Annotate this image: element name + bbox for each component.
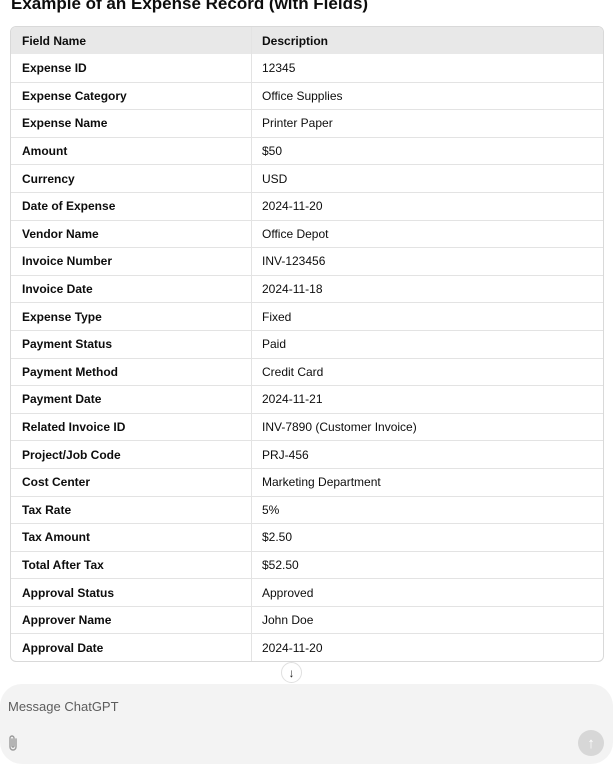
- scroll-to-bottom-button[interactable]: ↓: [281, 662, 302, 683]
- field-name-cell: Tax Amount: [11, 524, 252, 551]
- field-name-cell: Tax Rate: [11, 496, 252, 524]
- field-name-cell: Currency: [11, 165, 252, 192]
- field-name-cell: Amount: [11, 137, 252, 165]
- message-input[interactable]: Message ChatGPT: [8, 699, 119, 714]
- table-row: Payment Status Paid: [11, 329, 603, 358]
- table-row: Approval Date 2024-11-20: [11, 633, 603, 662]
- field-name-cell: Expense Type: [11, 303, 252, 330]
- table-row: Date of Expense 2024-11-20: [11, 191, 603, 220]
- header-field-name: Field Name: [11, 27, 252, 54]
- field-name-cell: Approval Status: [11, 579, 252, 606]
- table-row: Expense ID 12345: [11, 54, 603, 82]
- field-name-cell: Total After Tax: [11, 551, 252, 579]
- table-row: Total After Tax $52.50: [11, 550, 603, 579]
- description-cell: INV-123456: [262, 254, 326, 269]
- description-cell: Credit Card: [262, 364, 324, 379]
- description-cell: 2024-11-20: [262, 199, 323, 214]
- send-button[interactable]: ↑: [578, 730, 604, 756]
- field-name-cell: Expense Category: [11, 82, 252, 110]
- table-row: Payment Date 2024-11-21: [11, 385, 603, 413]
- table-row: Cost Center Marketing Department: [11, 467, 603, 496]
- description-cell: 12345: [262, 60, 296, 75]
- description-cell: Paid: [262, 337, 287, 352]
- description-cell: $52.50: [262, 557, 299, 572]
- description-cell: $50: [262, 144, 283, 159]
- paperclip-icon[interactable]: [7, 734, 19, 757]
- table-row: Amount $50: [11, 136, 603, 165]
- table-row: Expense Category Office Supplies: [11, 81, 603, 110]
- field-name-cell: Date of Expense: [11, 192, 252, 220]
- description-cell: Approved: [262, 585, 314, 600]
- description-cell: Marketing Department: [262, 475, 381, 490]
- description-cell: Printer Paper: [262, 116, 333, 131]
- field-name-cell: Payment Status: [11, 330, 252, 358]
- field-name-cell: Payment Date: [11, 386, 252, 413]
- description-cell: 5%: [262, 502, 280, 517]
- description-cell: PRJ-456: [262, 447, 309, 462]
- description-cell: $2.50: [262, 530, 293, 545]
- field-name-cell: Vendor Name: [11, 220, 252, 248]
- field-name-cell: Expense ID: [11, 54, 252, 82]
- description-cell: Office Depot: [262, 226, 329, 241]
- arrow-down-icon: ↓: [288, 665, 295, 680]
- table-header: Field Name Description: [11, 27, 603, 54]
- field-name-cell: Cost Center: [11, 468, 252, 496]
- table-row: Approval Status Approved: [11, 578, 603, 606]
- field-name-cell: Approval Date: [11, 634, 252, 662]
- table-row: Invoice Number INV-123456: [11, 247, 603, 275]
- description-cell: Office Supplies: [262, 88, 343, 103]
- description-cell: INV-7890 (Customer Invoice): [262, 420, 417, 435]
- table-row: Tax Amount $2.50: [11, 523, 603, 551]
- field-name-cell: Approver Name: [11, 606, 252, 634]
- table-row: Vendor Name Office Depot: [11, 219, 603, 248]
- table-row: Expense Type Fixed: [11, 302, 603, 330]
- field-name-cell: Invoice Date: [11, 275, 252, 303]
- field-name-cell: Related Invoice ID: [11, 413, 252, 441]
- description-cell: 2024-11-21: [262, 392, 323, 407]
- table-row: Invoice Date 2024-11-18: [11, 274, 603, 303]
- description-cell: 2024-11-18: [262, 282, 323, 297]
- table-row: Expense Name Printer Paper: [11, 109, 603, 137]
- expense-table: Field Name Description Expense ID 12345 Ex…: [10, 26, 604, 663]
- table-row: Related Invoice ID INV-7890 (Customer Inv…: [11, 412, 603, 441]
- header-description: Description: [262, 33, 329, 48]
- description-cell: John Doe: [262, 613, 314, 628]
- field-name-cell: Invoice Number: [11, 248, 252, 275]
- table-row: Currency USD: [11, 164, 603, 192]
- field-name-cell: Payment Method: [11, 358, 252, 386]
- table-row: Project/Job Code PRJ-456: [11, 440, 603, 468]
- message-composer: Message ChatGPT ↑: [0, 684, 613, 764]
- description-cell: 2024-11-20: [262, 640, 323, 655]
- arrow-up-icon: ↑: [587, 734, 595, 752]
- field-name-cell: Project/Job Code: [11, 441, 252, 468]
- table-row: Approver Name John Doe: [11, 605, 603, 634]
- section-title: Example of an Expense Record (with Field…: [11, 0, 369, 13]
- description-cell: USD: [262, 171, 288, 186]
- table-row: Tax Rate 5%: [11, 495, 603, 524]
- description-cell: Fixed: [262, 309, 292, 324]
- table-row: Payment Method Credit Card: [11, 357, 603, 386]
- field-name-cell: Expense Name: [11, 110, 252, 137]
